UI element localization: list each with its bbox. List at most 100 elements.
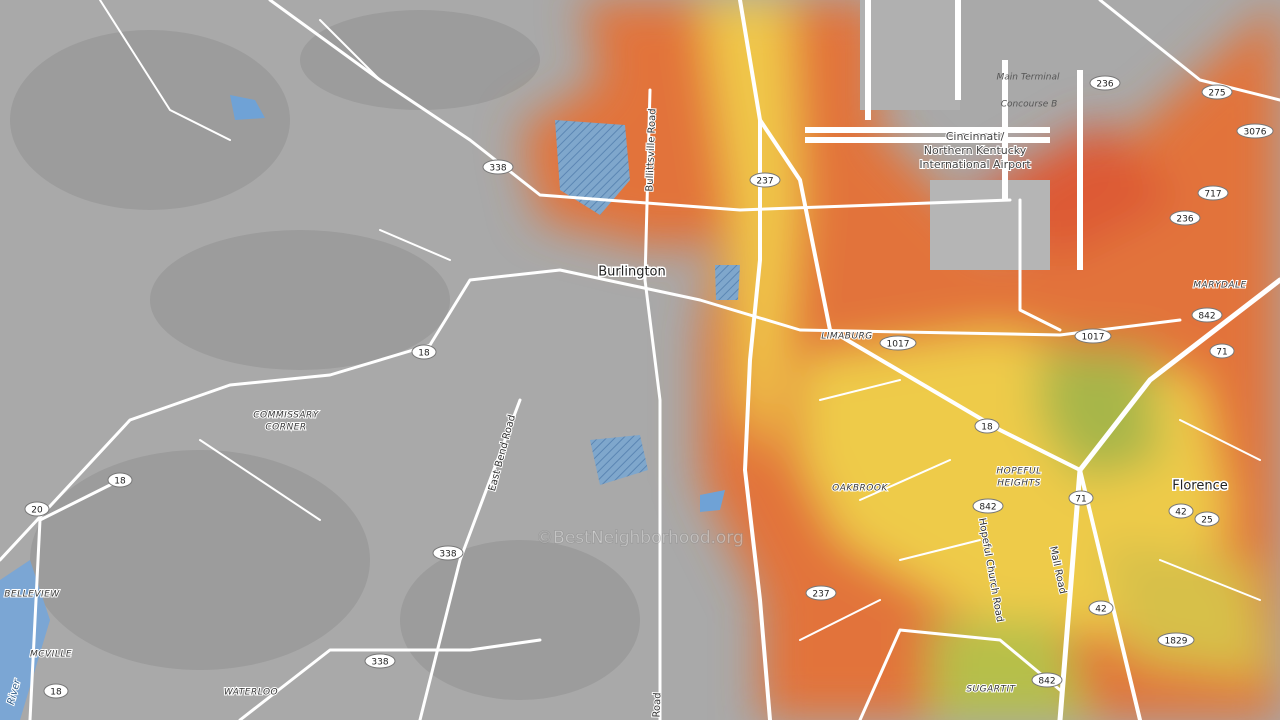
- place-label: Florence: [1172, 479, 1228, 494]
- neighborhood-label: COMMISSARY: [253, 411, 320, 421]
- route-shield: 717: [1197, 185, 1229, 201]
- shield-label: 1017: [1082, 333, 1105, 343]
- route-shield: 237: [805, 585, 837, 601]
- terminal-label: Main Terminal: [997, 73, 1060, 83]
- route-shield: 842: [972, 498, 1004, 514]
- shield-label: 338: [439, 550, 456, 560]
- shield-bg: [364, 653, 396, 669]
- route-shield: 236: [1089, 75, 1121, 91]
- route-shield: 1829: [1157, 632, 1195, 648]
- route-shield: 18: [107, 472, 133, 488]
- runways: [805, 0, 1083, 270]
- route-shield: 842: [1191, 307, 1223, 323]
- shield-label: 1017: [887, 340, 910, 350]
- neighborhood-label: LIMABURG: [821, 332, 873, 342]
- neighborhood-label: MCVILLE: [30, 650, 72, 660]
- route-shield: 71: [1209, 343, 1235, 359]
- shield-label: 71: [1075, 495, 1086, 505]
- shield-label: 275: [1208, 89, 1225, 99]
- shield-label: 338: [489, 164, 506, 174]
- route-shield: 275: [1201, 84, 1233, 100]
- route-shield: 20: [24, 501, 50, 517]
- shield-label: 18: [418, 349, 430, 359]
- shield-bg: [749, 172, 781, 188]
- shield-bg: [1168, 503, 1194, 519]
- neighborhood-label: OAKBROOK: [832, 484, 888, 494]
- road-label: Road: [652, 692, 664, 717]
- shield-label: 237: [812, 590, 829, 600]
- shield-label: 842: [979, 503, 996, 513]
- shield-label: 42: [1175, 508, 1186, 518]
- route-shield: 338: [482, 159, 514, 175]
- neighborhood-label: WATERLOO: [224, 688, 278, 698]
- shield-label: 338: [371, 658, 388, 668]
- airport-area: [860, 0, 1050, 270]
- shield-bg: [1074, 328, 1112, 344]
- route-shield: 338: [432, 545, 464, 561]
- route-shield: 18: [411, 344, 437, 360]
- route-shield: 18: [974, 418, 1000, 434]
- shield-bg: [879, 335, 917, 351]
- shield-label: 717: [1204, 190, 1221, 200]
- terrain: [10, 10, 640, 700]
- shield-bg: [24, 501, 50, 517]
- shield-label: 25: [1201, 516, 1212, 526]
- route-shield: 18: [43, 683, 69, 699]
- concourse-label: Concourse B: [1001, 100, 1058, 110]
- shield-label: 1829: [1165, 637, 1188, 647]
- airport-label: International Airport: [919, 158, 1031, 171]
- neighborhood-label: HOPEFUL: [996, 467, 1041, 477]
- shield-bg: [972, 498, 1004, 514]
- shield-bg: [1068, 490, 1094, 506]
- shield-label: 18: [981, 423, 993, 433]
- shield-label: 236: [1176, 215, 1193, 225]
- shield-bg: [1088, 600, 1114, 616]
- airport-label: Northern Kentucky: [924, 144, 1027, 157]
- watermark: ©BestNeighborhood.org: [536, 528, 744, 548]
- place-label: Burlington: [598, 265, 666, 280]
- shield-bg: [43, 683, 69, 699]
- route-shield: 338: [364, 653, 396, 669]
- route-shield: 1017: [879, 335, 917, 351]
- heat-overlay: [520, 0, 1280, 720]
- shield-bg: [974, 418, 1000, 434]
- shield-bg: [482, 159, 514, 175]
- shield-bg: [1209, 343, 1235, 359]
- airport-label: Cincinnati/: [946, 130, 1005, 143]
- shield-bg: [1191, 307, 1223, 323]
- shield-bg: [107, 472, 133, 488]
- shield-label: 18: [50, 688, 62, 698]
- shield-bg: [1236, 123, 1274, 139]
- shield-label: 71: [1216, 348, 1227, 358]
- shield-bg: [1197, 185, 1229, 201]
- shield-bg: [411, 344, 437, 360]
- road-label: Bullittsville Road: [645, 108, 659, 192]
- shield-label: 20: [31, 506, 43, 516]
- route-shields: 338 237 236 275 3076 717 236 842 1017 1017 71 18 18 1…: [24, 75, 1274, 699]
- route-shield: 236: [1169, 210, 1201, 226]
- neighborhood-label: HEIGHTS: [997, 479, 1041, 489]
- shield-label: 842: [1038, 677, 1055, 687]
- route-shield: 25: [1194, 511, 1220, 527]
- neighborhood-label: SUGARTIT: [966, 685, 1016, 695]
- shield-label: 237: [756, 177, 773, 187]
- route-shield: 71: [1068, 490, 1094, 506]
- route-shield: 1017: [1074, 328, 1112, 344]
- route-shield: 237: [749, 172, 781, 188]
- shield-bg: [805, 585, 837, 601]
- shield-bg: [432, 545, 464, 561]
- route-shield: 42: [1168, 503, 1194, 519]
- neighborhood-label: CORNER: [265, 423, 306, 433]
- route-shield: 842: [1031, 672, 1063, 688]
- shield-bg: [1201, 84, 1233, 100]
- shield-label: 236: [1096, 80, 1113, 90]
- shield-bg: [1157, 632, 1195, 648]
- neighborhood-label: MARYDALE: [1193, 281, 1246, 291]
- shield-label: 842: [1198, 312, 1215, 322]
- shield-label: 3076: [1244, 128, 1267, 138]
- route-shield: 3076: [1236, 123, 1274, 139]
- shield-bg: [1031, 672, 1063, 688]
- shield-bg: [1169, 210, 1201, 226]
- shield-label: 42: [1095, 605, 1106, 615]
